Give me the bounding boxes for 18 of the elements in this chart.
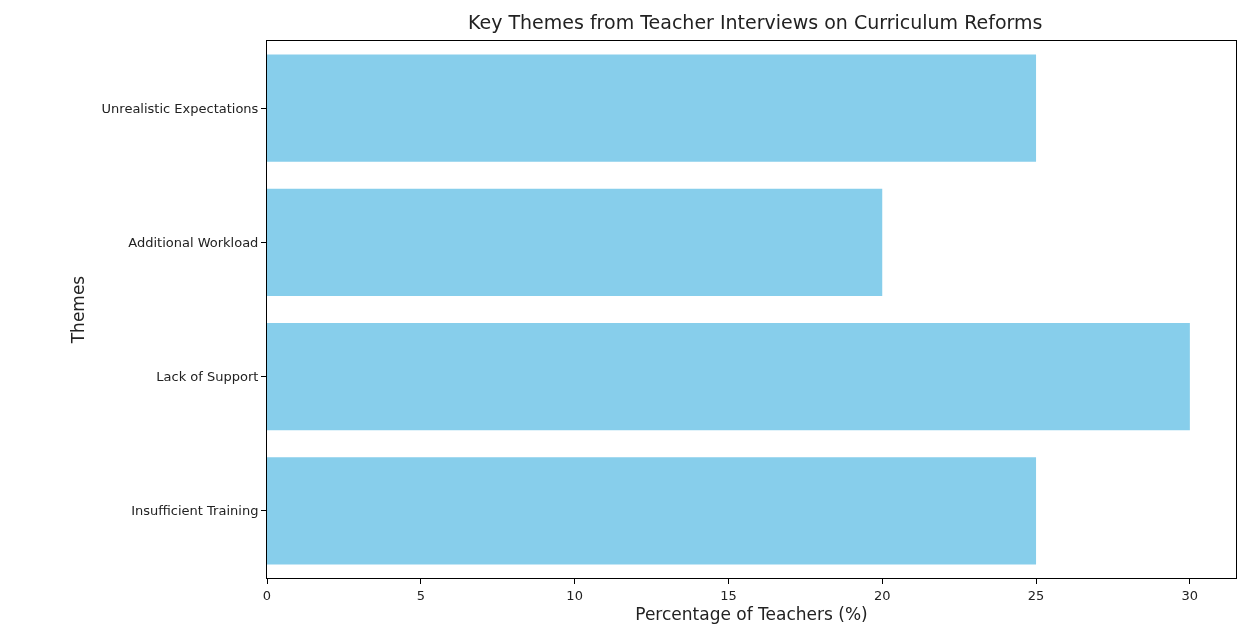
chart-title: Key Themes from Teacher Interviews on Curriculum Reforms [467,11,1043,34]
y-tick-label: Insufficient Training [131,503,259,519]
x-tick-label: 25 [1027,587,1045,603]
x-tick-label: 30 [1181,587,1199,603]
x-axis-title: Percentage of Teachers (%) [635,604,868,624]
bar [267,188,883,297]
x-tick-label: 15 [720,587,737,603]
y-axis-title: Themes [68,275,89,345]
bar [267,322,1190,431]
y-tick-label: Lack of Support [156,369,259,385]
bar [267,54,1037,162]
bar [267,457,1037,565]
y-tick-label: Unrealistic Expectations [101,100,259,116]
x-tick-label: 20 [873,587,891,603]
x-tick-label: 0 [262,587,272,603]
y-tick-label: Additional Workload [128,234,259,250]
x-tick-label: 5 [416,587,425,603]
x-tick-label: 10 [566,587,583,603]
